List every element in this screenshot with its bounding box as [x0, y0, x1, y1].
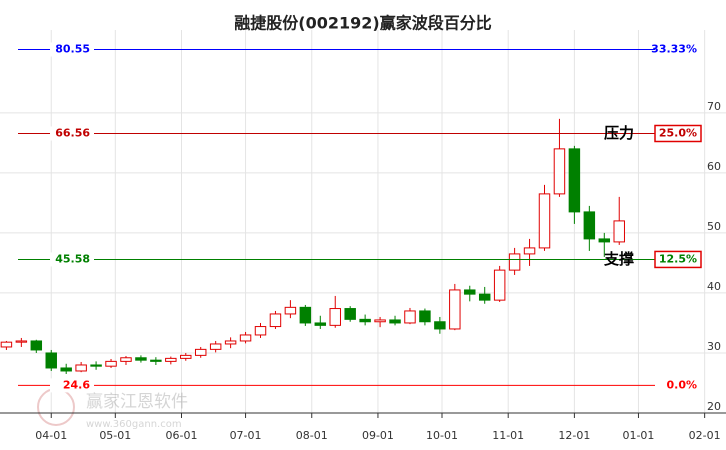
candle-body: [359, 318, 371, 323]
level-tag: 支撑: [603, 250, 634, 268]
candle-body: [538, 193, 551, 249]
level-value: 24.6: [63, 378, 90, 391]
candle-body: [434, 321, 446, 330]
level-pct-bg: [655, 41, 701, 58]
candle-body: [150, 359, 162, 362]
level-pct-bg: [655, 377, 701, 394]
level-pct: 0.0%: [666, 378, 697, 391]
candle-body: [105, 360, 117, 367]
watermark-text: 赢家江恩软件: [86, 392, 188, 412]
x-tick-label: 01-01: [622, 429, 654, 442]
level-label-bg: [50, 42, 94, 57]
level-pct: 33.33%: [651, 43, 697, 56]
y-tick-label: 60: [707, 160, 721, 173]
candle-body: [478, 293, 491, 301]
x-tick-label: 06-01: [166, 429, 198, 442]
candle-body: [374, 319, 386, 323]
y-tick-label: 50: [707, 220, 721, 233]
candle-body: [269, 313, 282, 328]
watermark-url: www.360gann.com: [86, 419, 182, 430]
level-label-bg: [50, 252, 94, 267]
candle-body: [553, 148, 566, 195]
level-label-bg: [50, 378, 94, 393]
candle-body: [209, 343, 222, 350]
candle-body: [344, 308, 356, 320]
candle-body: [45, 352, 57, 369]
x-tick-label: 10-01: [426, 429, 458, 442]
candle-body: [568, 148, 581, 213]
level-label-bg: [50, 126, 94, 141]
x-tick-label: 08-01: [296, 429, 328, 442]
candle-body: [583, 211, 596, 240]
level-value: 45.58: [55, 252, 90, 265]
candle-body: [613, 220, 625, 243]
candle-body: [135, 357, 147, 361]
x-tick-label: 11-01: [492, 429, 524, 442]
level-pct: 25.0%: [659, 126, 697, 139]
candle-body: [165, 357, 177, 362]
candle-body: [239, 334, 252, 342]
candle-body: [0, 341, 13, 348]
watermark: 赢家江恩软件 www.360gann.com: [37, 388, 188, 430]
x-tick-label: 07-01: [230, 429, 262, 442]
level-pct-bg: [654, 250, 702, 269]
candle-body: [180, 354, 192, 359]
candle-body: [254, 326, 267, 336]
x-tick-label: 05-01: [99, 429, 131, 442]
candle-body: [120, 357, 132, 362]
level-tag: 压力: [604, 124, 634, 142]
level-pct: 12.5%: [659, 252, 697, 265]
watermark-logo: [37, 388, 75, 426]
candle-body: [284, 306, 297, 315]
candle-body: [493, 269, 506, 301]
x-tick-label: 12-01: [558, 429, 590, 442]
y-tick-label: 20: [707, 400, 721, 413]
candle-body: [90, 364, 102, 367]
level-value: 66.56: [55, 126, 90, 139]
candle-body: [419, 310, 431, 323]
candle-body: [449, 289, 461, 330]
candle-body: [299, 306, 312, 324]
candle-body: [30, 340, 43, 351]
level-pct-bg: [654, 124, 702, 143]
x-tick-label: 04-01: [35, 429, 67, 442]
candle-body: [224, 340, 237, 345]
candle-body: [404, 310, 416, 324]
candle-body: [389, 319, 401, 324]
candle-body: [194, 348, 207, 356]
candle-body: [508, 253, 521, 271]
candle-body: [329, 308, 341, 326]
candle-body: [464, 289, 476, 295]
candle-body: [60, 367, 72, 372]
y-tick-label: 30: [707, 340, 721, 353]
level-value: 80.55: [55, 43, 90, 56]
candle-body: [15, 340, 28, 343]
plot: [0, 30, 726, 414]
x-tick-label: 09-01: [362, 429, 394, 442]
candle-body: [598, 238, 611, 243]
candle-body: [75, 364, 87, 372]
candle-body: [523, 247, 536, 255]
candle-body: [314, 322, 327, 326]
x-tick-label: 02-01: [689, 429, 721, 442]
y-tick-label: 70: [707, 100, 721, 113]
chart-title: 融捷股份(002192)赢家波段百分比: [234, 14, 491, 33]
y-tick-label: 40: [707, 280, 721, 293]
